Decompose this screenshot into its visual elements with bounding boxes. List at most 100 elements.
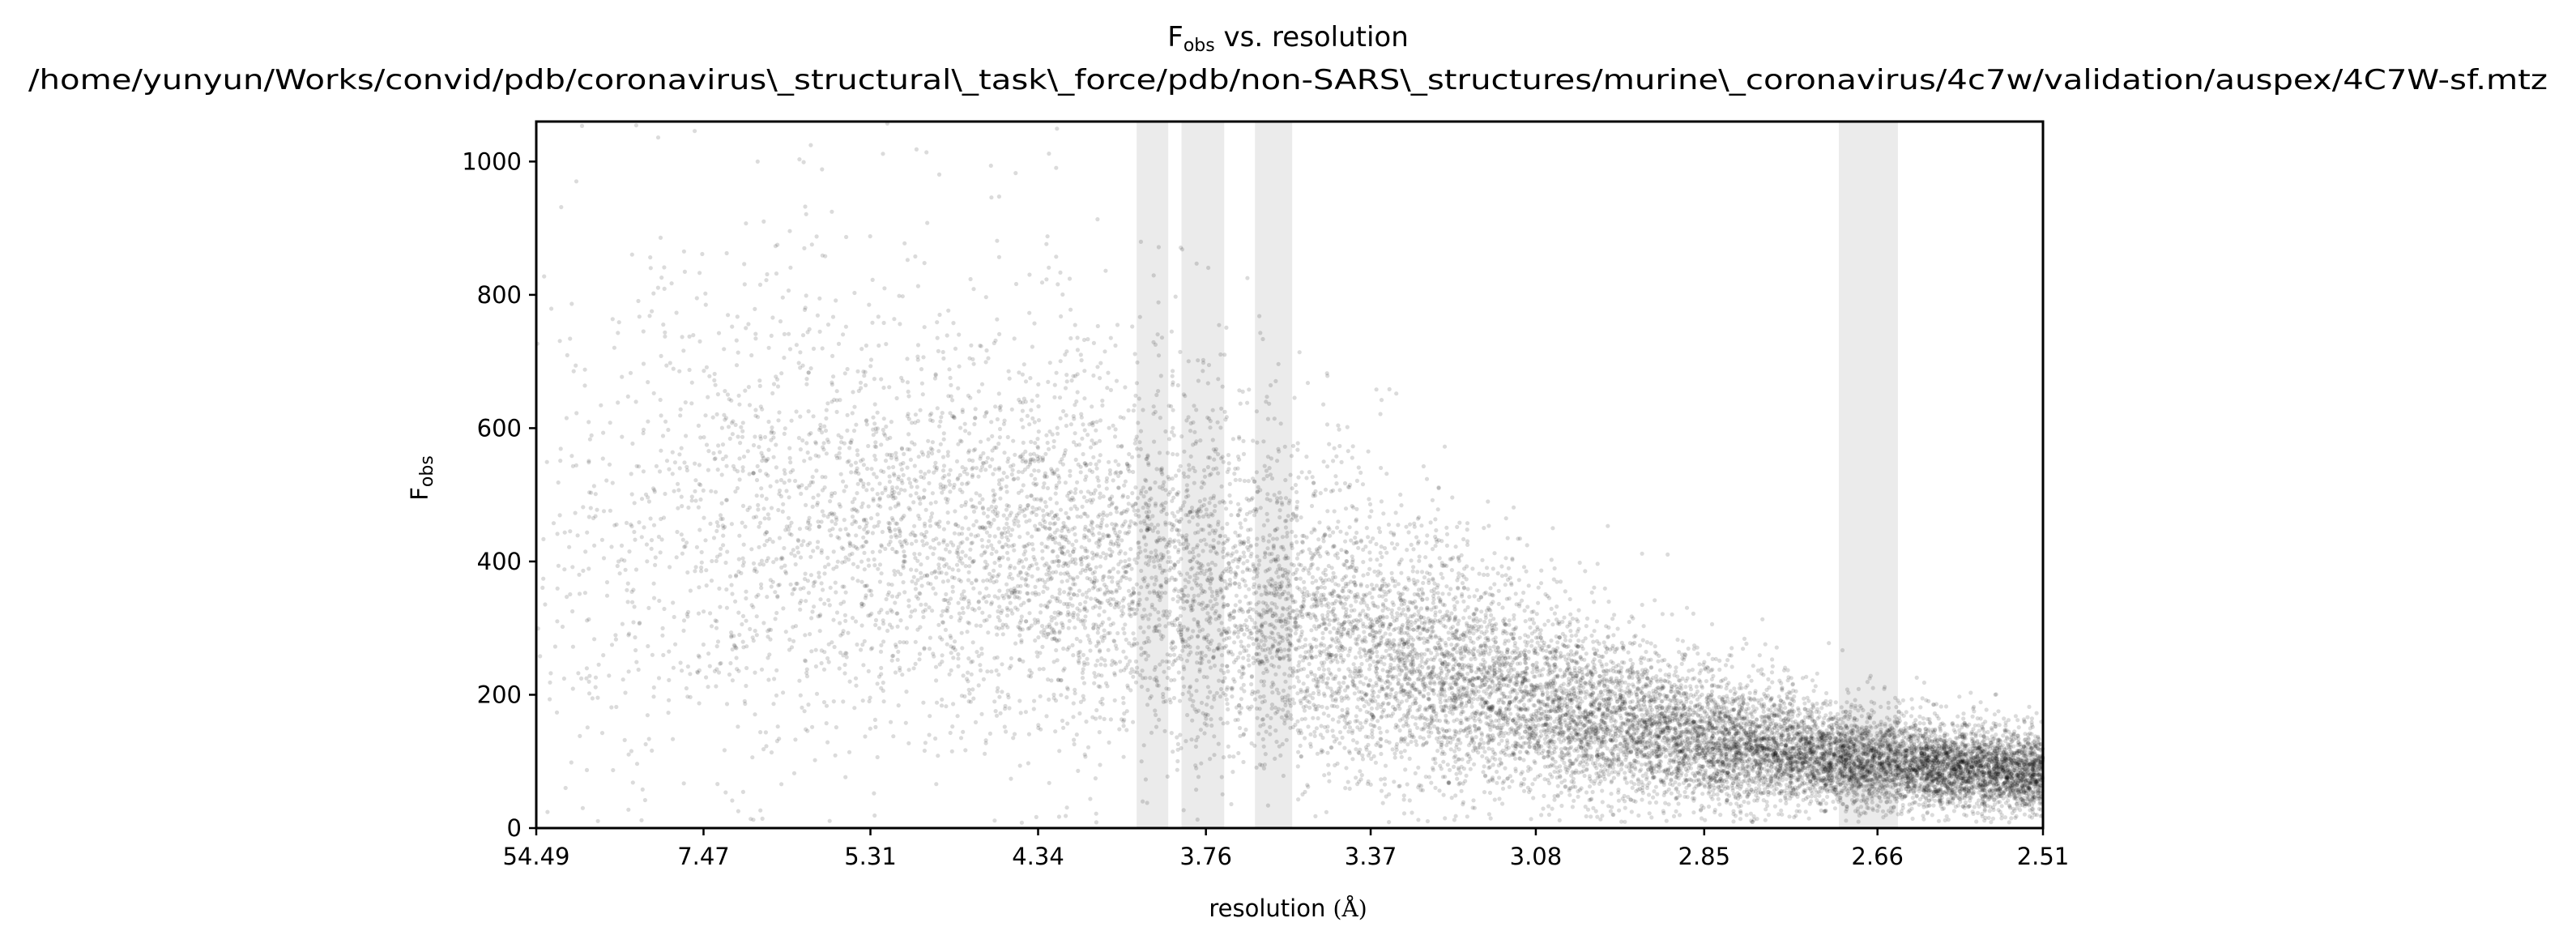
data-point	[659, 275, 663, 280]
data-point	[1083, 527, 1087, 532]
data-point	[1033, 524, 1037, 528]
data-point	[1367, 550, 1371, 554]
data-point	[1162, 480, 1166, 485]
data-point	[1039, 610, 1043, 614]
data-point	[868, 696, 872, 700]
data-point	[1348, 614, 1352, 618]
data-point	[558, 513, 562, 517]
data-point	[582, 383, 586, 387]
data-point	[1500, 574, 1504, 578]
data-point	[895, 396, 899, 400]
data-point	[1961, 716, 1965, 720]
data-point	[542, 275, 546, 279]
data-point	[1263, 464, 1267, 468]
data-point	[663, 331, 667, 335]
data-point	[612, 346, 616, 350]
data-point	[1109, 603, 1113, 607]
data-point	[1232, 472, 1236, 476]
data-point	[1261, 439, 1265, 443]
data-point	[1294, 540, 1299, 544]
data-point	[587, 691, 591, 695]
data-point	[681, 538, 685, 542]
data-point	[1021, 441, 1026, 445]
data-point	[1124, 576, 1128, 580]
data-point	[631, 620, 635, 624]
data-point	[1918, 721, 1922, 725]
data-point	[1567, 793, 1572, 797]
data-point	[1860, 714, 1864, 718]
data-point	[1255, 409, 1259, 413]
data-point	[1746, 702, 1750, 706]
data-point	[599, 404, 603, 408]
data-point	[1341, 681, 1346, 685]
data-point	[1067, 626, 1071, 630]
data-point	[1331, 609, 1335, 613]
data-point	[1539, 581, 1543, 585]
data-point	[1368, 540, 1372, 544]
data-point	[936, 406, 940, 410]
data-point	[646, 644, 650, 648]
data-point	[799, 447, 803, 451]
data-point	[956, 386, 960, 391]
data-point	[1227, 493, 1231, 497]
data-point	[1001, 632, 1005, 636]
data-point	[837, 433, 841, 438]
data-point	[753, 336, 757, 340]
data-point	[879, 666, 883, 670]
data-point	[948, 483, 952, 487]
data-point	[1144, 490, 1148, 494]
data-point	[784, 489, 788, 493]
data-point	[1184, 418, 1188, 422]
data-point	[1384, 598, 1388, 602]
data-point	[1196, 358, 1200, 362]
data-point	[538, 654, 542, 658]
data-point	[1313, 814, 1317, 818]
data-point	[847, 750, 851, 754]
data-point	[1647, 792, 1651, 796]
data-point	[1179, 434, 1184, 438]
data-point	[874, 618, 878, 622]
data-point	[1445, 544, 1449, 548]
data-point	[1264, 752, 1268, 756]
data-point	[1461, 616, 1465, 620]
data-point	[1137, 440, 1141, 444]
data-point	[1197, 602, 1201, 606]
data-point	[855, 369, 859, 374]
data-point	[1996, 709, 2000, 713]
data-point	[1904, 710, 1909, 714]
data-point	[1424, 540, 1428, 544]
data-point	[906, 394, 911, 398]
data-point	[744, 326, 748, 330]
data-point	[1392, 751, 1397, 755]
data-point	[1333, 474, 1337, 478]
data-point	[924, 508, 928, 512]
data-point	[797, 157, 801, 161]
data-point	[1665, 553, 1670, 557]
data-point	[1056, 282, 1060, 286]
data-point	[1027, 272, 1031, 276]
data-point	[1535, 612, 1539, 616]
data-point	[825, 656, 830, 660]
data-point	[1461, 781, 1465, 785]
data-point	[1153, 480, 1157, 485]
data-point	[1315, 726, 1319, 730]
data-point	[1885, 800, 1889, 804]
data-point	[957, 612, 962, 616]
data-point	[1324, 488, 1328, 492]
data-point	[773, 590, 777, 594]
data-point	[1631, 786, 1635, 790]
data-point	[852, 429, 856, 433]
data-point	[1729, 689, 1733, 693]
data-point	[1368, 557, 1372, 562]
data-point	[1021, 470, 1025, 474]
data-point	[937, 566, 941, 570]
data-point	[987, 539, 991, 543]
data-point	[647, 737, 651, 741]
data-point	[660, 634, 664, 638]
data-point	[979, 647, 983, 651]
data-point	[616, 564, 620, 568]
data-point	[1717, 802, 1721, 806]
data-point	[1552, 720, 1556, 724]
data-point	[1208, 757, 1212, 761]
data-point	[1124, 531, 1128, 535]
